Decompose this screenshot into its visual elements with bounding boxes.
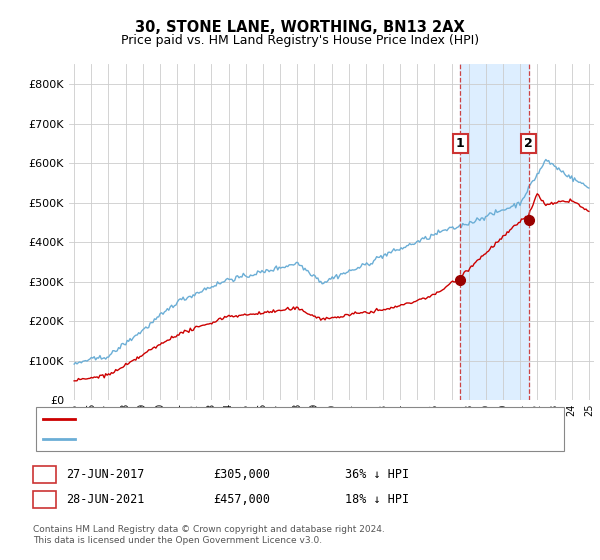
- Text: 30, STONE LANE, WORTHING, BN13 2AX: 30, STONE LANE, WORTHING, BN13 2AX: [135, 20, 465, 35]
- Bar: [460, 64, 529, 400]
- Text: 27-JUN-2017: 27-JUN-2017: [66, 468, 145, 482]
- Text: 36% ↓ HPI: 36% ↓ HPI: [345, 468, 409, 482]
- Text: 30, STONE LANE, WORTHING, BN13 2AX (detached house): 30, STONE LANE, WORTHING, BN13 2AX (deta…: [81, 414, 401, 424]
- Text: £305,000: £305,000: [213, 468, 270, 482]
- Text: 28-JUN-2021: 28-JUN-2021: [66, 493, 145, 506]
- Text: Price paid vs. HM Land Registry's House Price Index (HPI): Price paid vs. HM Land Registry's House …: [121, 34, 479, 46]
- Text: 2: 2: [40, 493, 49, 506]
- Text: 1: 1: [40, 468, 49, 482]
- Text: Contains HM Land Registry data © Crown copyright and database right 2024.
This d: Contains HM Land Registry data © Crown c…: [33, 525, 385, 545]
- Text: 18% ↓ HPI: 18% ↓ HPI: [345, 493, 409, 506]
- Text: £457,000: £457,000: [213, 493, 270, 506]
- Text: HPI: Average price, detached house, Worthing: HPI: Average price, detached house, Wort…: [81, 433, 333, 444]
- Text: 2: 2: [524, 137, 533, 150]
- Text: 1: 1: [456, 137, 464, 150]
